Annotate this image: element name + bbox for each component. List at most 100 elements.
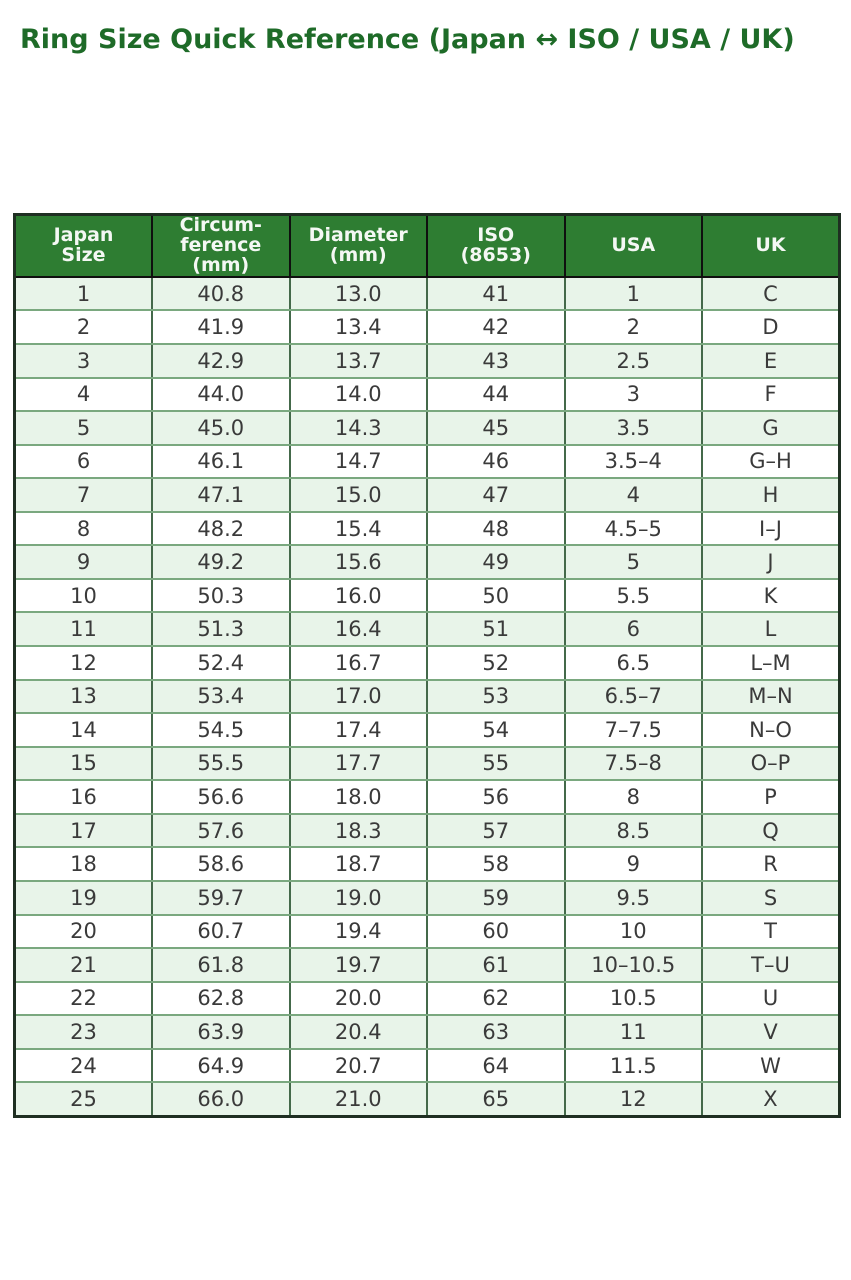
table-cell: 1 — [13, 275, 153, 312]
table-cell: 53 — [426, 678, 566, 715]
table-cell: J — [701, 544, 841, 580]
table-row: 4 44.0 14.0 44 3 F — [13, 376, 841, 413]
table-cell: 48 — [426, 510, 566, 547]
table-cell: 18 — [13, 846, 153, 882]
table-cell: 19 — [13, 879, 153, 916]
table-cell: I–J — [701, 510, 841, 547]
table-row: 9 49.2 15.6 49 5 J — [13, 544, 841, 580]
table-cell: 46 — [426, 443, 566, 480]
table-cell: 49 — [426, 544, 566, 580]
table-cell: 12 — [563, 1081, 703, 1118]
table-cell: 59 — [426, 879, 566, 916]
table-cell: 3 — [563, 376, 703, 413]
table-cell: 42 — [426, 309, 566, 345]
table-row: 5 45.0 14.3 45 3.5 G — [13, 410, 841, 446]
table-cell: 15.0 — [288, 477, 428, 513]
table-cell: 56.6 — [151, 779, 291, 815]
table-cell: P — [701, 779, 841, 815]
table-cell: 57.6 — [151, 812, 291, 849]
table-cell: F — [701, 376, 841, 413]
table-cell: 5.5 — [563, 577, 703, 614]
table-cell: 59.7 — [151, 879, 291, 916]
table-cell: 9 — [13, 544, 153, 580]
table-row: 18 58.6 18.7 58 9 R — [13, 846, 841, 882]
table-cell: 2.5 — [563, 342, 703, 379]
table-cell: 8 — [563, 779, 703, 815]
table-cell: K — [701, 577, 841, 614]
table-cell: T — [701, 913, 841, 950]
table-cell: 17 — [13, 812, 153, 849]
table-cell: 6.5 — [563, 645, 703, 681]
table-row: 10 50.3 16.0 50 5.5 K — [13, 577, 841, 614]
table-cell: 13.7 — [288, 342, 428, 379]
table-cell: 2 — [13, 309, 153, 345]
table-cell: U — [701, 980, 841, 1017]
table-cell: 10 — [563, 913, 703, 950]
table-cell: D — [701, 309, 841, 345]
table-cell: 7 — [13, 477, 153, 513]
table-cell: E — [701, 342, 841, 379]
table-cell: 62 — [426, 980, 566, 1017]
table-cell: 18.7 — [288, 846, 428, 882]
header-row: Japan Size Circum- ference (mm) Diameter… — [13, 213, 841, 278]
table-cell: 41.9 — [151, 309, 291, 345]
table-cell: S — [701, 879, 841, 916]
table-cell: 9.5 — [563, 879, 703, 916]
table-cell: 4.5–5 — [563, 510, 703, 547]
table-cell: 7–7.5 — [563, 712, 703, 748]
table-cell: 53.4 — [151, 678, 291, 715]
table-row: 2 41.9 13.4 42 2 D — [13, 309, 841, 345]
table-cell: 40.8 — [151, 275, 291, 312]
table-cell: 62.8 — [151, 980, 291, 1017]
column-header-uk: UK — [701, 213, 841, 278]
table-cell: L–M — [701, 645, 841, 681]
table-cell: 20.4 — [288, 1014, 428, 1050]
table-cell: 10–10.5 — [563, 947, 703, 983]
table-cell: 48.2 — [151, 510, 291, 547]
table-row: 22 62.8 20.0 62 10.5 U — [13, 980, 841, 1017]
table-cell: 58 — [426, 846, 566, 882]
table-cell: 17.0 — [288, 678, 428, 715]
table-cell: Q — [701, 812, 841, 849]
table-cell: 13.4 — [288, 309, 428, 345]
table-cell: 45.0 — [151, 410, 291, 446]
table-row: 23 63.9 20.4 63 11 V — [13, 1014, 841, 1050]
column-header-usa: USA — [563, 213, 703, 278]
table-cell: 41 — [426, 275, 566, 312]
table-row: 1 40.8 13.0 41 1 C — [13, 275, 841, 312]
table-cell: 12 — [13, 645, 153, 681]
table-cell: 14 — [13, 712, 153, 748]
table-row: 16 56.6 18.0 56 8 P — [13, 779, 841, 815]
table-cell: 56 — [426, 779, 566, 815]
table-cell: 61.8 — [151, 947, 291, 983]
table-row: 8 48.2 15.4 48 4.5–5 I–J — [13, 510, 841, 547]
table-cell: 51.3 — [151, 611, 291, 647]
table-cell: 10.5 — [563, 980, 703, 1017]
table-row: 20 60.7 19.4 60 10 T — [13, 913, 841, 950]
table-cell: 46.1 — [151, 443, 291, 480]
table-cell: 15.6 — [288, 544, 428, 580]
table-cell: 49.2 — [151, 544, 291, 580]
table-cell: 6.5–7 — [563, 678, 703, 715]
table-cell: 58.6 — [151, 846, 291, 882]
table-cell: 52.4 — [151, 645, 291, 681]
table-cell: 47 — [426, 477, 566, 513]
table-cell: 3 — [13, 342, 153, 379]
table-cell: 5 — [13, 410, 153, 446]
table-cell: G–H — [701, 443, 841, 480]
table-cell: N–O — [701, 712, 841, 748]
table-cell: X — [701, 1081, 841, 1118]
table-cell: 21 — [13, 947, 153, 983]
table-cell: O–P — [701, 745, 841, 782]
column-header-circumference: Circum- ference (mm) — [151, 213, 291, 278]
table-cell: 52 — [426, 645, 566, 681]
table-cell: 14.0 — [288, 376, 428, 413]
table-row: 13 53.4 17.0 53 6.5–7 M–N — [13, 678, 841, 715]
table-cell: 64.9 — [151, 1047, 291, 1084]
table-cell: G — [701, 410, 841, 446]
table-cell: 60 — [426, 913, 566, 950]
table-cell: 14.3 — [288, 410, 428, 446]
table-cell: 11 — [13, 611, 153, 647]
table-cell: 42.9 — [151, 342, 291, 379]
table-cell: R — [701, 846, 841, 882]
